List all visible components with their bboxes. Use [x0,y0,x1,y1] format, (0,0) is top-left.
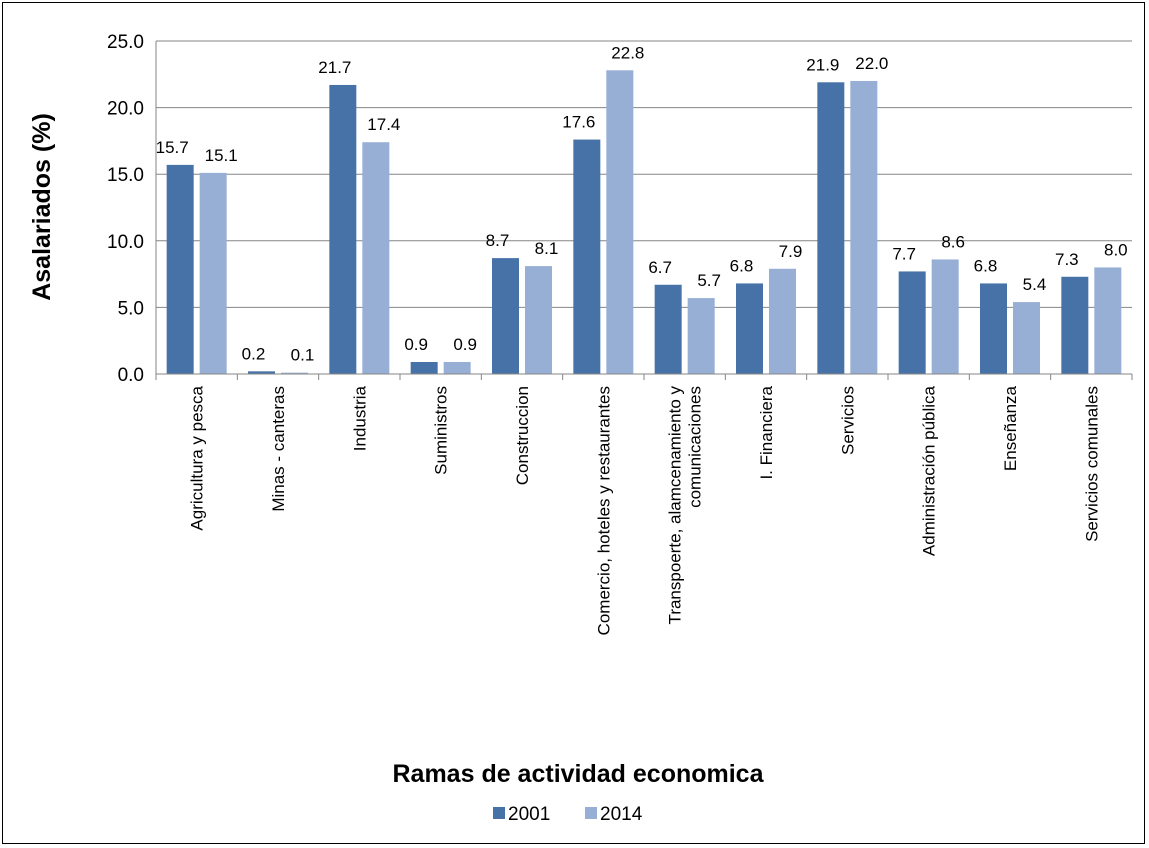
bar-2014 [1013,302,1040,374]
bar-2001 [410,362,438,374]
category-label: I. Financiera [757,385,776,479]
data-label-2001: 0.9 [404,335,428,354]
category-label: Agricultura y pesca [188,385,207,530]
bar-2001 [329,84,357,375]
category-label-line: Comercio, hoteles y restaurantes [594,386,613,635]
category-label-line: Enseñanza [1001,385,1020,471]
data-label-2014: 15.1 [205,146,238,165]
data-label-2001: 6.8 [974,256,998,275]
data-label-2014: 8.0 [1104,240,1128,259]
bar-2014 [769,268,796,374]
category-label: Servicios comunales [1082,386,1101,542]
gridlines [156,40,1132,308]
data-label-2014: 8.1 [535,239,559,258]
y-tick-label: 10.0 [107,232,144,253]
bar-2014 [850,80,878,375]
data-label-2001: 7.7 [892,244,916,263]
data-label-2001: 7.3 [1055,250,1079,269]
legend-label-2014: 2014 [600,804,643,825]
data-label-2001: 21.7 [318,58,351,77]
category-label: Industria [350,385,369,451]
bar-2014 [687,298,715,374]
bar-2001 [1061,276,1089,374]
data-label-2014: 7.9 [779,242,803,261]
category-label: Construccion [513,386,532,485]
bars [166,70,1122,375]
data-label-2014: 0.1 [291,346,315,365]
bar-2014 [443,362,471,374]
bar-2001 [654,284,682,374]
data-label-2014: 8.6 [941,232,965,251]
legend-label-2001: 2001 [508,804,550,825]
y-tick-label: 25.0 [107,32,144,53]
data-label-2014: 22.0 [855,54,888,73]
category-label: Servicios [838,386,857,455]
category-label-line: Construccion [513,386,532,485]
y-tick-label: 20.0 [107,99,144,120]
y-axis-ticks: 0.0 5.0 10.0 15.0 20.0 25.0 [107,32,144,386]
y-tick-label: 0.0 [118,365,144,386]
category-label: Suministros [432,386,451,475]
data-label-2014: 17.4 [367,115,400,134]
category-label-line: Minas - canteras [269,386,288,512]
data-label-2001: 6.8 [730,256,754,275]
bar-2001 [573,139,601,374]
bar-2014 [199,172,227,374]
bar-2001 [248,371,275,374]
bar-2014 [1094,267,1122,374]
data-labels: 15.7 15.1 0.2 0.1 21.7 17.4 0.9 0.9 8.7 8.1 17.6 22… [156,43,1128,364]
category-label-line: Agricultura y pesca [188,385,207,530]
data-label-2001: 17.6 [562,113,595,132]
bar-2001 [817,82,845,375]
bar-2014 [281,372,308,374]
category-label: Enseñanza [1001,385,1020,471]
category-label-line: Transpoerte, alamcenamiento y [666,386,685,625]
y-tick-label: 15.0 [107,165,144,186]
category-label: Transpoerte, alamcenamiento ycomunicacio… [666,386,705,625]
bar-2014 [931,259,959,374]
category-label-line: Industria [350,385,369,451]
bar-2001 [736,283,763,374]
category-label-line: Servicios comunales [1082,386,1101,542]
data-label-2014: 5.4 [1023,275,1047,294]
category-label-line: comunicaciones [686,386,705,508]
y-tick-label: 5.0 [118,298,144,319]
data-label-2014: 22.8 [611,43,644,62]
category-label-line: Administración pública [920,385,939,556]
category-label-line: I. Financiera [757,385,776,479]
data-label-2001: 21.9 [806,55,839,74]
y-axis-title: Asalariados (%) [28,113,56,301]
category-label: Minas - canteras [269,386,288,512]
bar-2014 [606,70,634,374]
data-label-2014: 5.7 [697,271,721,290]
bar-2001 [980,283,1007,374]
data-label-2001: 6.7 [648,258,672,277]
bar-2001 [492,258,519,374]
bar-2001 [898,271,926,374]
bar-2014 [525,266,552,374]
x-axis-title: Ramas de actividad economica [393,760,765,788]
category-label-line: Servicios [838,386,857,455]
category-labels: Agricultura y pesca Minas - canteras Indus… [188,385,1102,635]
data-label-2014: 0.9 [453,335,477,354]
category-label: Comercio, hoteles y restaurantes [594,386,613,635]
legend-swatch-2001 [493,807,505,819]
legend-swatch-2014 [585,807,597,819]
data-label-2001: 15.7 [156,138,189,157]
data-label-2001: 0.2 [242,344,266,363]
legend: 2001 2014 [493,804,643,825]
data-label-2001: 8.7 [486,231,510,250]
bar-2001 [166,164,194,374]
bar-2014 [362,142,390,374]
axes [155,41,1133,380]
category-label: Administración pública [920,385,939,556]
category-label-line: Suministros [432,386,451,475]
